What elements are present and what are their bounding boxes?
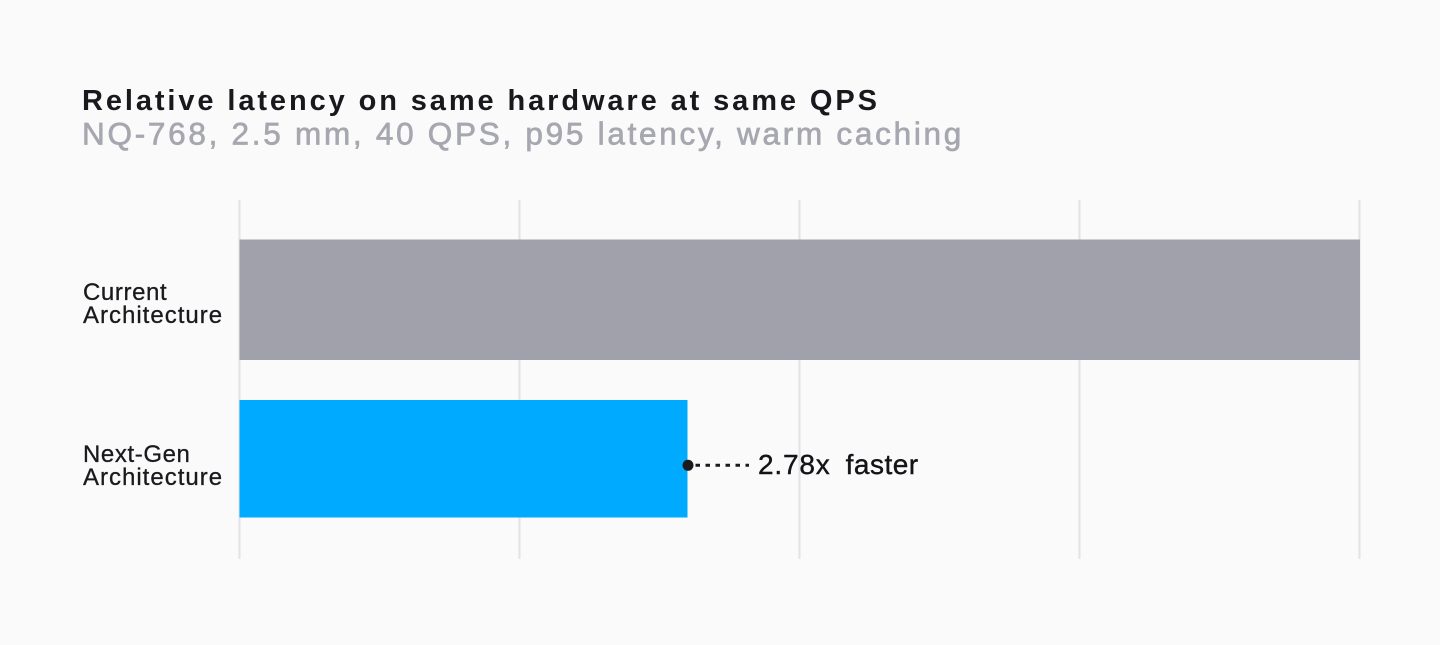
svg-text:NQ-768, 2.5 mm, 40 QPS, p95 la: NQ-768, 2.5 mm, 40 QPS, p95 latency, war… [82,116,964,152]
svg-text:2.78x: 2.78x [758,449,831,480]
svg-text:Architecture: Architecture [83,302,223,329]
svg-text:Current: Current [83,279,167,306]
svg-text:faster: faster [846,449,919,480]
svg-text:Relative latency on same hardw: Relative latency on same hardware at sam… [82,85,880,117]
svg-text:Next-Gen: Next-Gen [83,441,191,468]
svg-text:Architecture: Architecture [83,464,223,491]
